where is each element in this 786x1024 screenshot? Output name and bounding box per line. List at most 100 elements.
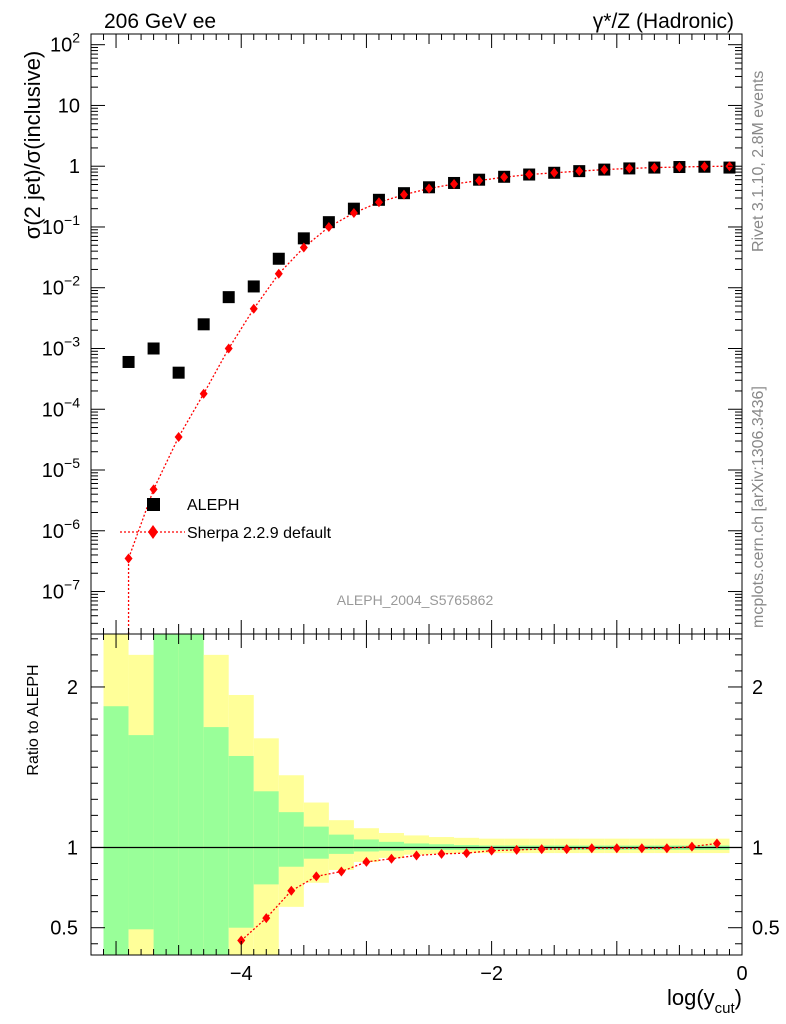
x-axis-label: log(ycut) <box>667 985 742 1017</box>
main-ytick-label-base: 10 <box>42 278 64 300</box>
sherpa-point <box>600 164 609 175</box>
sherpa-point <box>450 178 459 189</box>
ratio-ytick-label-right: 2 <box>752 677 763 699</box>
sherpa-ratio-point <box>612 843 621 854</box>
sherpa-ratio-point <box>637 843 646 854</box>
main-ytick-label-exp: −3 <box>64 333 80 349</box>
sherpa-point <box>425 183 434 194</box>
sherpa-ratio-point <box>237 935 246 946</box>
sherpa-line <box>127 165 730 634</box>
sherpa-point <box>700 161 709 172</box>
band-inner <box>253 791 279 885</box>
sherpa-ratio-point <box>662 843 671 854</box>
sherpa-ratio-line <box>240 842 718 942</box>
band-inner <box>128 735 154 930</box>
sherpa-point <box>575 166 584 177</box>
main-ytick-label: 10−4 <box>42 394 80 421</box>
rivet-label: Rivet 3.1.10, 2.8M events <box>750 71 767 252</box>
main-ytick-label-exp: 2 <box>72 30 80 46</box>
sherpa-ratio-point <box>487 845 496 856</box>
main-ytick-label-base: 10 <box>50 35 72 57</box>
band-inner <box>228 755 254 928</box>
main-ytick-label: 10−2 <box>42 273 80 300</box>
band-inner <box>353 839 379 852</box>
main-ytick-label-base: 1 <box>69 156 80 178</box>
sherpa-ratio-point <box>562 844 571 855</box>
aleph-point <box>272 252 285 265</box>
sherpa-point <box>675 162 684 173</box>
sherpa-ratio-point <box>462 848 471 859</box>
sherpa-ratio-point <box>437 848 446 859</box>
aleph-point <box>147 342 160 355</box>
band-inner <box>178 634 204 955</box>
main-frame <box>90 33 743 635</box>
sherpa-ratio-point <box>712 838 721 849</box>
main-ytick-label-base: 10 <box>42 460 64 482</box>
aleph-point <box>122 355 135 368</box>
band-inner <box>328 834 354 854</box>
aleph-point <box>172 366 185 379</box>
aleph-point <box>197 318 210 331</box>
sherpa-point <box>399 189 408 200</box>
main-ytick-label-exp: −1 <box>64 212 80 228</box>
sherpa-ratio-point <box>312 871 321 882</box>
sherpa-ratio-point <box>387 853 396 864</box>
main-ytick-label-base: 10 <box>42 338 64 360</box>
main-ytick-label: 102 <box>50 30 80 57</box>
sherpa-point <box>199 388 208 399</box>
ratio-xtick-label: 0 <box>736 963 747 985</box>
legend-aleph-label: ALEPH <box>187 497 239 514</box>
sherpa-ratio-point <box>512 844 521 855</box>
main-panel <box>122 160 736 634</box>
main-ytick-label-base: 10 <box>58 95 80 117</box>
main-ytick-label-exp: −5 <box>64 455 80 471</box>
ratio-xtick-label: −4 <box>230 963 253 985</box>
ratio-bands <box>103 634 730 955</box>
main-ytick-label-base: 10 <box>42 521 64 543</box>
sherpa-ratio-point <box>337 866 346 877</box>
sherpa-point <box>349 207 358 218</box>
sherpa-point <box>650 162 659 173</box>
ratio-ytick-label-left: 2 <box>67 677 78 699</box>
band-inner <box>103 706 129 955</box>
ratio-ytick-label-left: 1 <box>67 837 78 859</box>
main-ytick-label-exp: −4 <box>64 394 80 410</box>
analysis-watermark: ALEPH_2004_S5765862 <box>337 592 494 608</box>
sherpa-ratio-point <box>362 856 371 867</box>
main-ytick-label: 10−5 <box>42 455 80 482</box>
sherpa-point <box>149 484 158 495</box>
ratio-xtick-label: −2 <box>480 963 503 985</box>
sherpa-point <box>324 221 333 232</box>
main-ytick-label-base: 10 <box>42 582 64 604</box>
band-inner <box>203 727 229 955</box>
aleph-point <box>247 280 260 293</box>
sherpa-ratio-point <box>262 913 271 924</box>
main-ylabel: σ(2 jet)/σ(inclusive) <box>20 51 45 240</box>
legend: ALEPH Sherpa 2.2.9 default <box>120 497 332 542</box>
aleph-point <box>222 291 235 304</box>
legend-sherpa-label: Sherpa 2.2.9 default <box>187 525 332 542</box>
legend-aleph-marker <box>147 498 160 511</box>
sherpa-ratio-point <box>287 885 296 896</box>
header-left: 206 GeV ee <box>104 10 216 33</box>
main-ytick-label: 10−7 <box>42 577 80 604</box>
band-inner <box>378 841 404 851</box>
sherpa-point <box>224 343 233 354</box>
main-ytick-label-base: 10 <box>42 217 64 239</box>
x-axis-label-sub: cut <box>715 1000 736 1017</box>
ratio-axes: 0.5 0.5 1 1 2 2 −4 −2 0 <box>50 633 780 985</box>
sherpa-ratio-point <box>587 843 596 854</box>
header-right: γ*/Z (Hadronic) <box>593 10 734 33</box>
sherpa-point <box>174 431 183 442</box>
sherpa-point <box>249 303 258 314</box>
ratio-ylabel: Ratio to ALEPH <box>25 664 42 775</box>
mcplots-label: mcplots.cern.ch [arXiv:1306.3436] <box>750 386 767 628</box>
band-inner <box>403 843 430 850</box>
main-ytick-label-exp: −6 <box>64 516 80 532</box>
x-axis-label-main: log(y <box>667 985 715 1010</box>
sherpa-point <box>625 163 634 174</box>
sherpa-point <box>124 553 133 564</box>
main-ytick-label: 10−3 <box>42 333 80 360</box>
